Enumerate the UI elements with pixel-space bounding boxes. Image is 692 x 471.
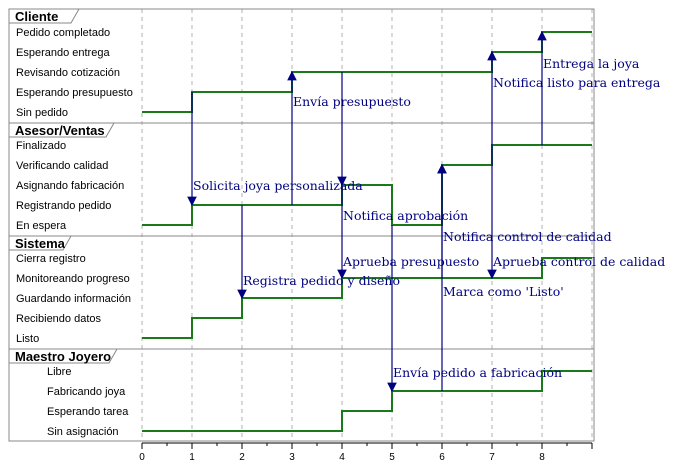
state-label: Listo [16,333,39,345]
lane-tab [8,235,72,251]
state-label: Esperando presupuesto [16,87,133,99]
lane-tab [8,8,80,24]
state-label: Libre [47,366,71,378]
tick-label: 1 [189,452,195,463]
message-label: Notifica control de calidad [443,229,612,244]
state-label: En espera [16,220,67,232]
lane-tab [8,122,115,138]
message-label: Marca como 'Listo' [443,284,564,299]
message-label: Solicita joya personalizada [193,178,363,193]
state-signal [142,257,592,339]
lane-title: Cliente [15,9,58,24]
state-label: Asignando fabricación [16,180,124,192]
tick-label: 3 [289,452,295,463]
state-label: Fabricando joya [47,386,126,398]
lanes-layer: Cliente Sin pedido Esperando presupuesto Re… [8,8,595,442]
state-label: Finalizado [16,140,66,152]
state-label: Revisando cotización [16,67,120,79]
state-label: Cierra registro [16,253,86,265]
state-label: Esperando entrega [16,47,110,59]
state-label: Pedido completado [16,27,110,39]
tick-label: 4 [339,452,345,463]
message-label: Notifica listo para entrega [493,75,661,90]
state-label: Monitoreando progreso [16,273,130,285]
time-axis: 0 1 2 3 4 5 6 7 8 [139,442,593,463]
diagram-frame [8,8,595,442]
tick-label: 5 [389,452,395,463]
lane-title: Maestro Joyero [15,349,111,364]
message-label: Envía presupuesto [293,94,411,109]
message-label: Notifica aprobación [343,208,468,223]
state-label: Sin pedido [16,107,68,119]
tick-label: 2 [239,452,245,463]
lane-tab [8,348,118,364]
state-signal [142,370,592,432]
state-label: Recibiendo datos [16,313,102,325]
message-label: Envía pedido a fabricación [393,365,562,380]
message-label: Aprueba presupuesto [342,254,479,269]
state-label: Verificando calidad [16,160,108,172]
message-layer: Envía presupuesto Solicita joya personali… [187,30,665,393]
state-label: Esperando tarea [47,406,129,418]
tick-label: 6 [439,452,445,463]
state-label: Guardando información [16,293,131,305]
tick-label: 7 [489,452,495,463]
state-label: Registrando pedido [16,200,111,212]
lane-title: Sistema [15,236,66,251]
state-label: Sin asignación [47,426,119,438]
message-label: Aprueba control de calidad [492,254,665,269]
lane-title: Asesor/Ventas [15,123,105,138]
message-label: Registra pedido y diseño [243,273,400,288]
message-label: Entrega la joya [543,56,640,71]
tick-label: 8 [539,452,545,463]
tick-label: 0 [139,452,145,463]
